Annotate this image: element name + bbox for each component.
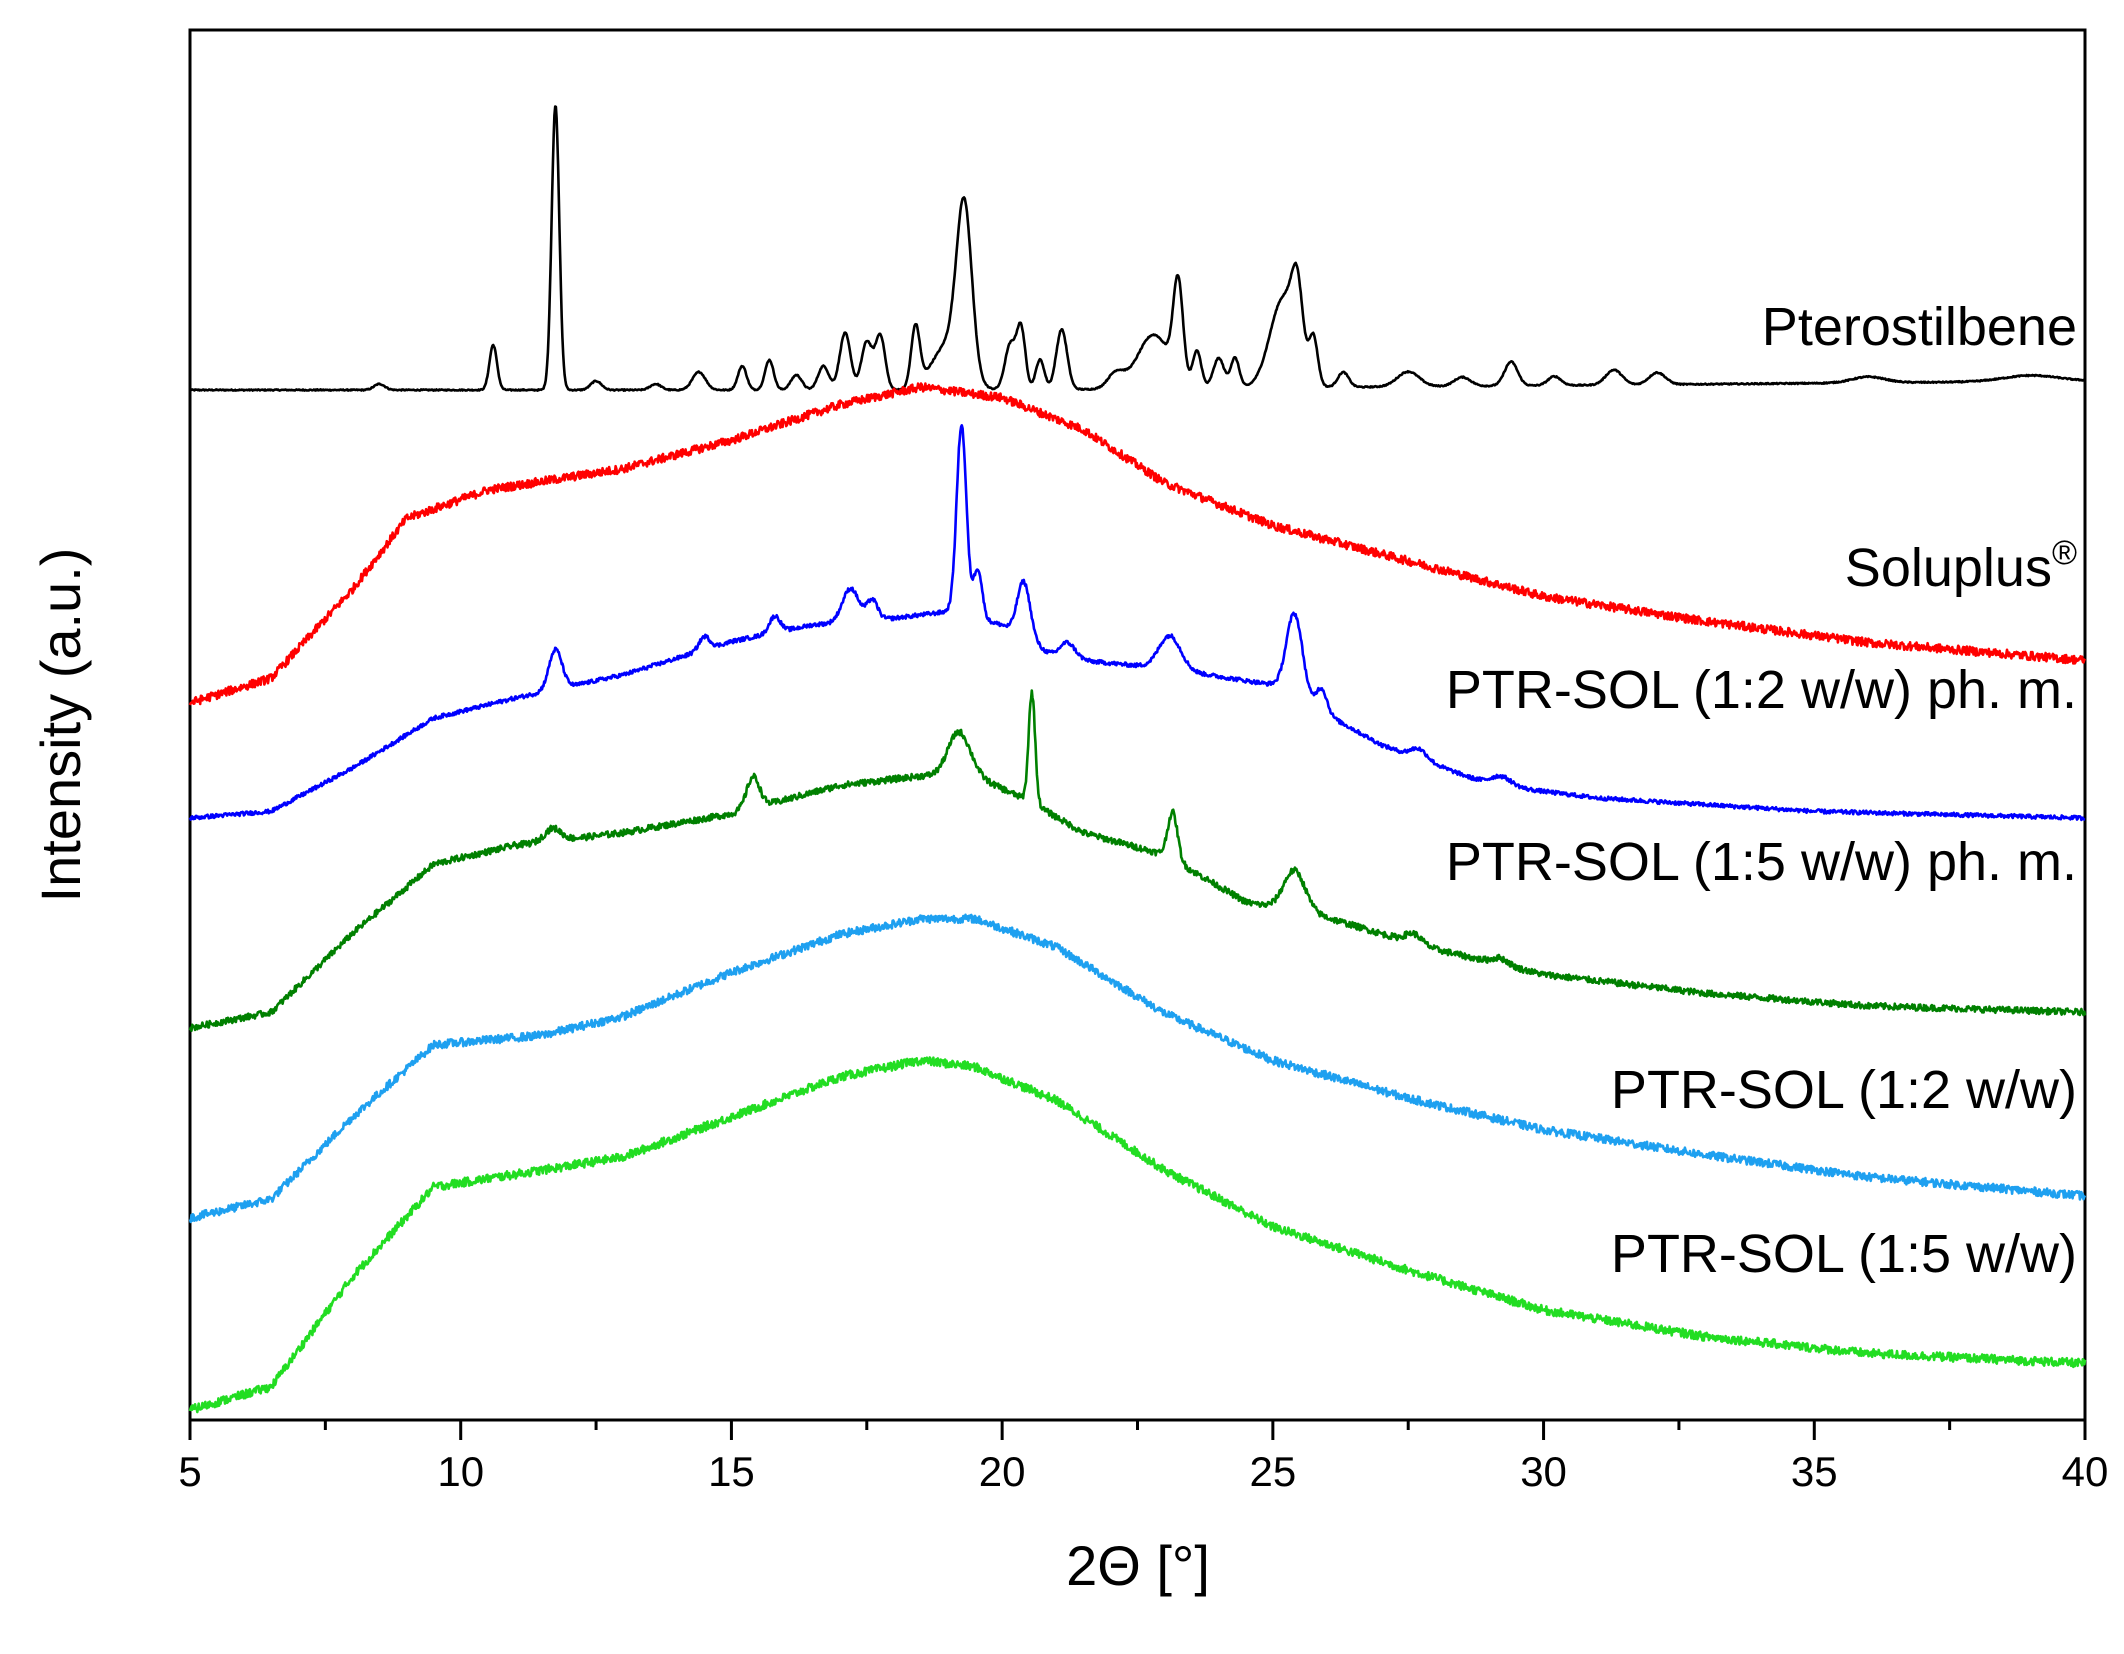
series-label-ptr-sol-1-2-ph-m: PTR-SOL (1:2 w/w) ph. m. bbox=[1446, 660, 2077, 720]
series-label-ptr-sol-1-2: PTR-SOL (1:2 w/w) bbox=[1611, 1060, 2077, 1120]
x-tick-label: 30 bbox=[1520, 1448, 1567, 1495]
x-tick-label: 10 bbox=[437, 1448, 484, 1495]
x-tick-label: 40 bbox=[2062, 1448, 2109, 1495]
plot-frame bbox=[188, 28, 2087, 1422]
x-axis-title: 2Θ [°] bbox=[1066, 1534, 1210, 1597]
series-line-5 bbox=[188, 913, 2087, 1224]
x-tick-label: 20 bbox=[979, 1448, 1026, 1495]
x-axis: 5 10 15 20 25 30 35 40 bbox=[178, 1420, 2108, 1495]
x-tick-label: 25 bbox=[1249, 1448, 1296, 1495]
series-line-1 bbox=[189, 105, 2086, 392]
x-tick-label: 5 bbox=[178, 1448, 201, 1495]
series-label-pterostilbene: Pterostilbene bbox=[1762, 297, 2077, 357]
series-labels: Pterostilbene Soluplus® PTR-SOL (1:2 w/w… bbox=[1446, 297, 2077, 1284]
series-label-soluplus: Soluplus® bbox=[1845, 534, 2077, 598]
soluplus-label-superscript: ® bbox=[2052, 534, 2077, 572]
y-axis-title: Intensity (a.u.) bbox=[29, 548, 92, 903]
series-label-ptr-sol-1-5-ph-m: PTR-SOL (1:5 w/w) ph. m. bbox=[1446, 832, 2077, 892]
soluplus-label-text: Soluplus bbox=[1845, 538, 2052, 598]
x-tick-label: 35 bbox=[1791, 1448, 1838, 1495]
series-layer bbox=[188, 105, 2087, 1414]
series-label-ptr-sol-1-5: PTR-SOL (1:5 w/w) bbox=[1611, 1224, 2077, 1284]
series-line-3 bbox=[188, 424, 2086, 822]
series-line-4 bbox=[188, 689, 2087, 1032]
series-line-2 bbox=[188, 382, 2087, 706]
series-line-6 bbox=[188, 1056, 2087, 1414]
x-tick-label: 15 bbox=[708, 1448, 755, 1495]
